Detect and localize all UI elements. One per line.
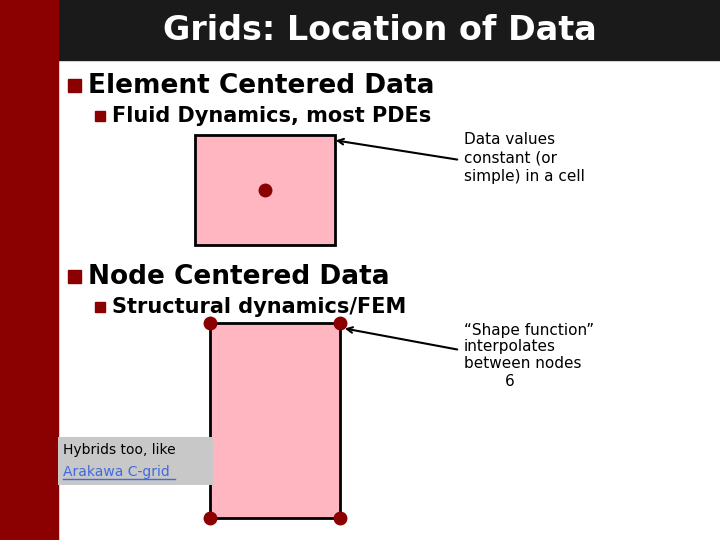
Text: Hybrids too, like: Hybrids too, like — [63, 443, 176, 457]
Bar — [195, 135, 335, 245]
Text: “Shape function”: “Shape function” — [464, 322, 594, 338]
Bar — [0, 0, 58, 540]
Bar — [210, 323, 340, 518]
Text: simple) in a cell: simple) in a cell — [464, 168, 585, 184]
Text: Fluid Dynamics, most PDEs: Fluid Dynamics, most PDEs — [112, 106, 431, 126]
Text: Structural dynamics/FEM: Structural dynamics/FEM — [112, 297, 406, 317]
Text: between nodes: between nodes — [464, 356, 582, 372]
Text: Data values: Data values — [464, 132, 555, 147]
Bar — [58, 437, 213, 485]
Bar — [95, 302, 105, 312]
Text: Arakawa C-grid: Arakawa C-grid — [63, 465, 170, 479]
Bar — [95, 111, 105, 121]
Text: interpolates: interpolates — [464, 340, 556, 354]
Text: Node Centered Data: Node Centered Data — [88, 264, 390, 290]
Text: Grids: Location of Data: Grids: Location of Data — [163, 14, 597, 46]
Bar — [68, 79, 81, 92]
Text: Element Centered Data: Element Centered Data — [88, 73, 434, 99]
Text: 6: 6 — [505, 375, 515, 389]
Bar — [68, 270, 81, 283]
Bar — [0, 0, 720, 60]
Text: constant (or: constant (or — [464, 151, 557, 165]
